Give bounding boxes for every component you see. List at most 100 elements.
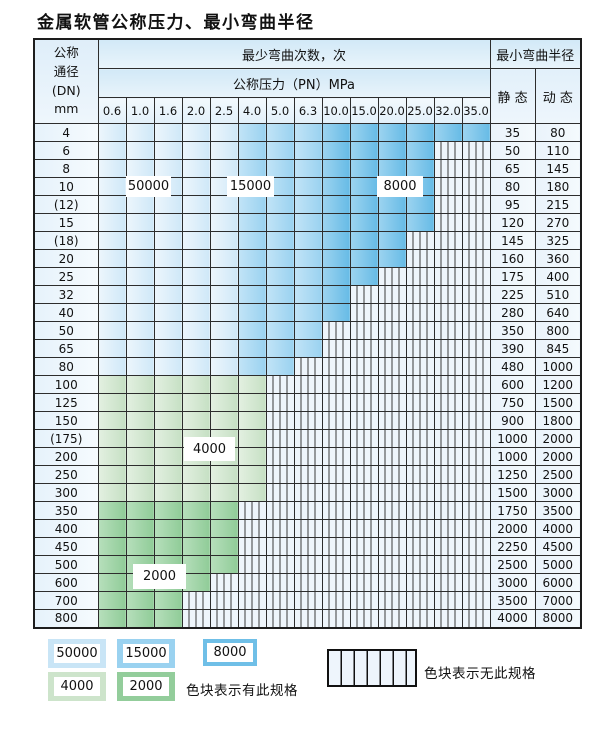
- cell-spec: [97, 393, 127, 412]
- table-row: 125 750 1500: [33, 393, 582, 412]
- dynamic-radius-value: 325: [534, 231, 582, 250]
- cell-spec: [237, 213, 267, 232]
- cell-no-spec: [321, 501, 351, 520]
- legend-swatch-8000: 8000: [203, 639, 257, 666]
- dynamic-radius-value: 2500: [534, 465, 582, 484]
- cell-no-spec: [349, 573, 379, 592]
- cell-spec: [181, 213, 211, 232]
- cell-spec: [293, 321, 323, 340]
- cell-spec: [237, 357, 267, 376]
- cell-spec: [265, 159, 295, 178]
- cell-spec: [349, 141, 379, 160]
- dn-value: 400: [33, 519, 99, 538]
- cell-no-spec: [461, 519, 491, 538]
- table-row: 80 480 1000: [33, 357, 582, 376]
- cell-spec: [237, 339, 267, 358]
- cell-spec: [377, 141, 407, 160]
- cell-spec: [153, 609, 183, 628]
- cell-spec: [209, 483, 239, 502]
- table-row: 350 1750 3500: [33, 501, 582, 520]
- cell-no-spec: [377, 447, 407, 466]
- cell-no-spec: [405, 501, 435, 520]
- static-radius-value: 350: [489, 321, 536, 340]
- cell-spec: [181, 231, 211, 250]
- cell-no-spec: [461, 447, 491, 466]
- cell-spec: [125, 213, 155, 232]
- cell-spec: [209, 393, 239, 412]
- cell-spec: [97, 213, 127, 232]
- cell-no-spec: [461, 267, 491, 286]
- legend-no-spec-text: 色块表示无此规格: [424, 666, 536, 682]
- cell-spec: [153, 213, 183, 232]
- table-row: 700 3500 7000: [33, 591, 582, 610]
- cell-no-spec: [461, 501, 491, 520]
- cell-spec: [181, 375, 211, 394]
- cell-spec: [293, 285, 323, 304]
- cell-no-spec: [349, 483, 379, 502]
- cell-no-spec: [349, 429, 379, 448]
- cell-no-spec: [405, 573, 435, 592]
- cell-no-spec: [405, 285, 435, 304]
- table-row: (12) 95 215: [33, 195, 582, 214]
- cell-spec: [125, 375, 155, 394]
- cell-spec: [181, 177, 211, 196]
- cell-spec: [125, 123, 155, 142]
- cell-no-spec: [405, 375, 435, 394]
- cell-no-spec: [377, 483, 407, 502]
- cell-spec: [97, 321, 127, 340]
- cell-no-spec: [293, 447, 323, 466]
- cell-no-spec: [377, 393, 407, 412]
- cell-no-spec: [433, 375, 463, 394]
- cell-spec: [321, 177, 351, 196]
- cell-no-spec: [237, 519, 267, 538]
- cell-spec: [125, 231, 155, 250]
- dn-value: 700: [33, 591, 99, 610]
- dn-value: 40: [33, 303, 99, 322]
- cell-spec: [209, 321, 239, 340]
- cell-no-spec: [265, 519, 295, 538]
- cell-no-spec: [405, 249, 435, 268]
- dn-value: 450: [33, 537, 99, 556]
- cell-spec: [237, 483, 267, 502]
- cell-spec: [97, 501, 127, 520]
- cell-spec: [209, 519, 239, 538]
- cell-no-spec: [377, 285, 407, 304]
- cell-no-spec: [405, 357, 435, 376]
- cell-spec: [153, 411, 183, 430]
- cell-no-spec: [377, 357, 407, 376]
- cell-no-spec: [349, 609, 379, 628]
- cell-spec: [349, 267, 379, 286]
- cell-spec: [125, 537, 155, 556]
- cell-spec: [125, 609, 155, 628]
- cell-spec: [237, 159, 267, 178]
- cell-spec: [181, 465, 211, 484]
- cell-no-spec: [321, 447, 351, 466]
- cell-no-spec: [237, 591, 267, 610]
- cell-spec: [125, 285, 155, 304]
- cell-spec: [265, 321, 295, 340]
- cell-no-spec: [433, 465, 463, 484]
- cell-spec: [405, 213, 435, 232]
- cell-spec: [153, 501, 183, 520]
- cell-spec: [321, 159, 351, 178]
- dynamic-radius-value: 145: [534, 159, 582, 178]
- cell-spec: [293, 177, 323, 196]
- dn-value: (12): [33, 195, 99, 214]
- cell-no-spec: [377, 537, 407, 556]
- cell-no-spec: [321, 339, 351, 358]
- cell-no-spec: [321, 591, 351, 610]
- legend-swatch-4000: 4000: [48, 672, 106, 701]
- cell-spec: [293, 141, 323, 160]
- cell-no-spec: [405, 303, 435, 322]
- cell-spec: [265, 141, 295, 160]
- cell-spec: [125, 141, 155, 160]
- cycles-label-4000: 4000: [184, 437, 235, 461]
- table-row: (175) 1000 2000: [33, 429, 582, 448]
- legend-swatch-label: 15000: [123, 644, 169, 663]
- static-radius-value: 120: [489, 213, 536, 232]
- cell-no-spec: [349, 303, 379, 322]
- cell-spec: [181, 123, 211, 142]
- cell-no-spec: [321, 573, 351, 592]
- table-row: 250 1250 2500: [33, 465, 582, 484]
- cell-spec: [153, 339, 183, 358]
